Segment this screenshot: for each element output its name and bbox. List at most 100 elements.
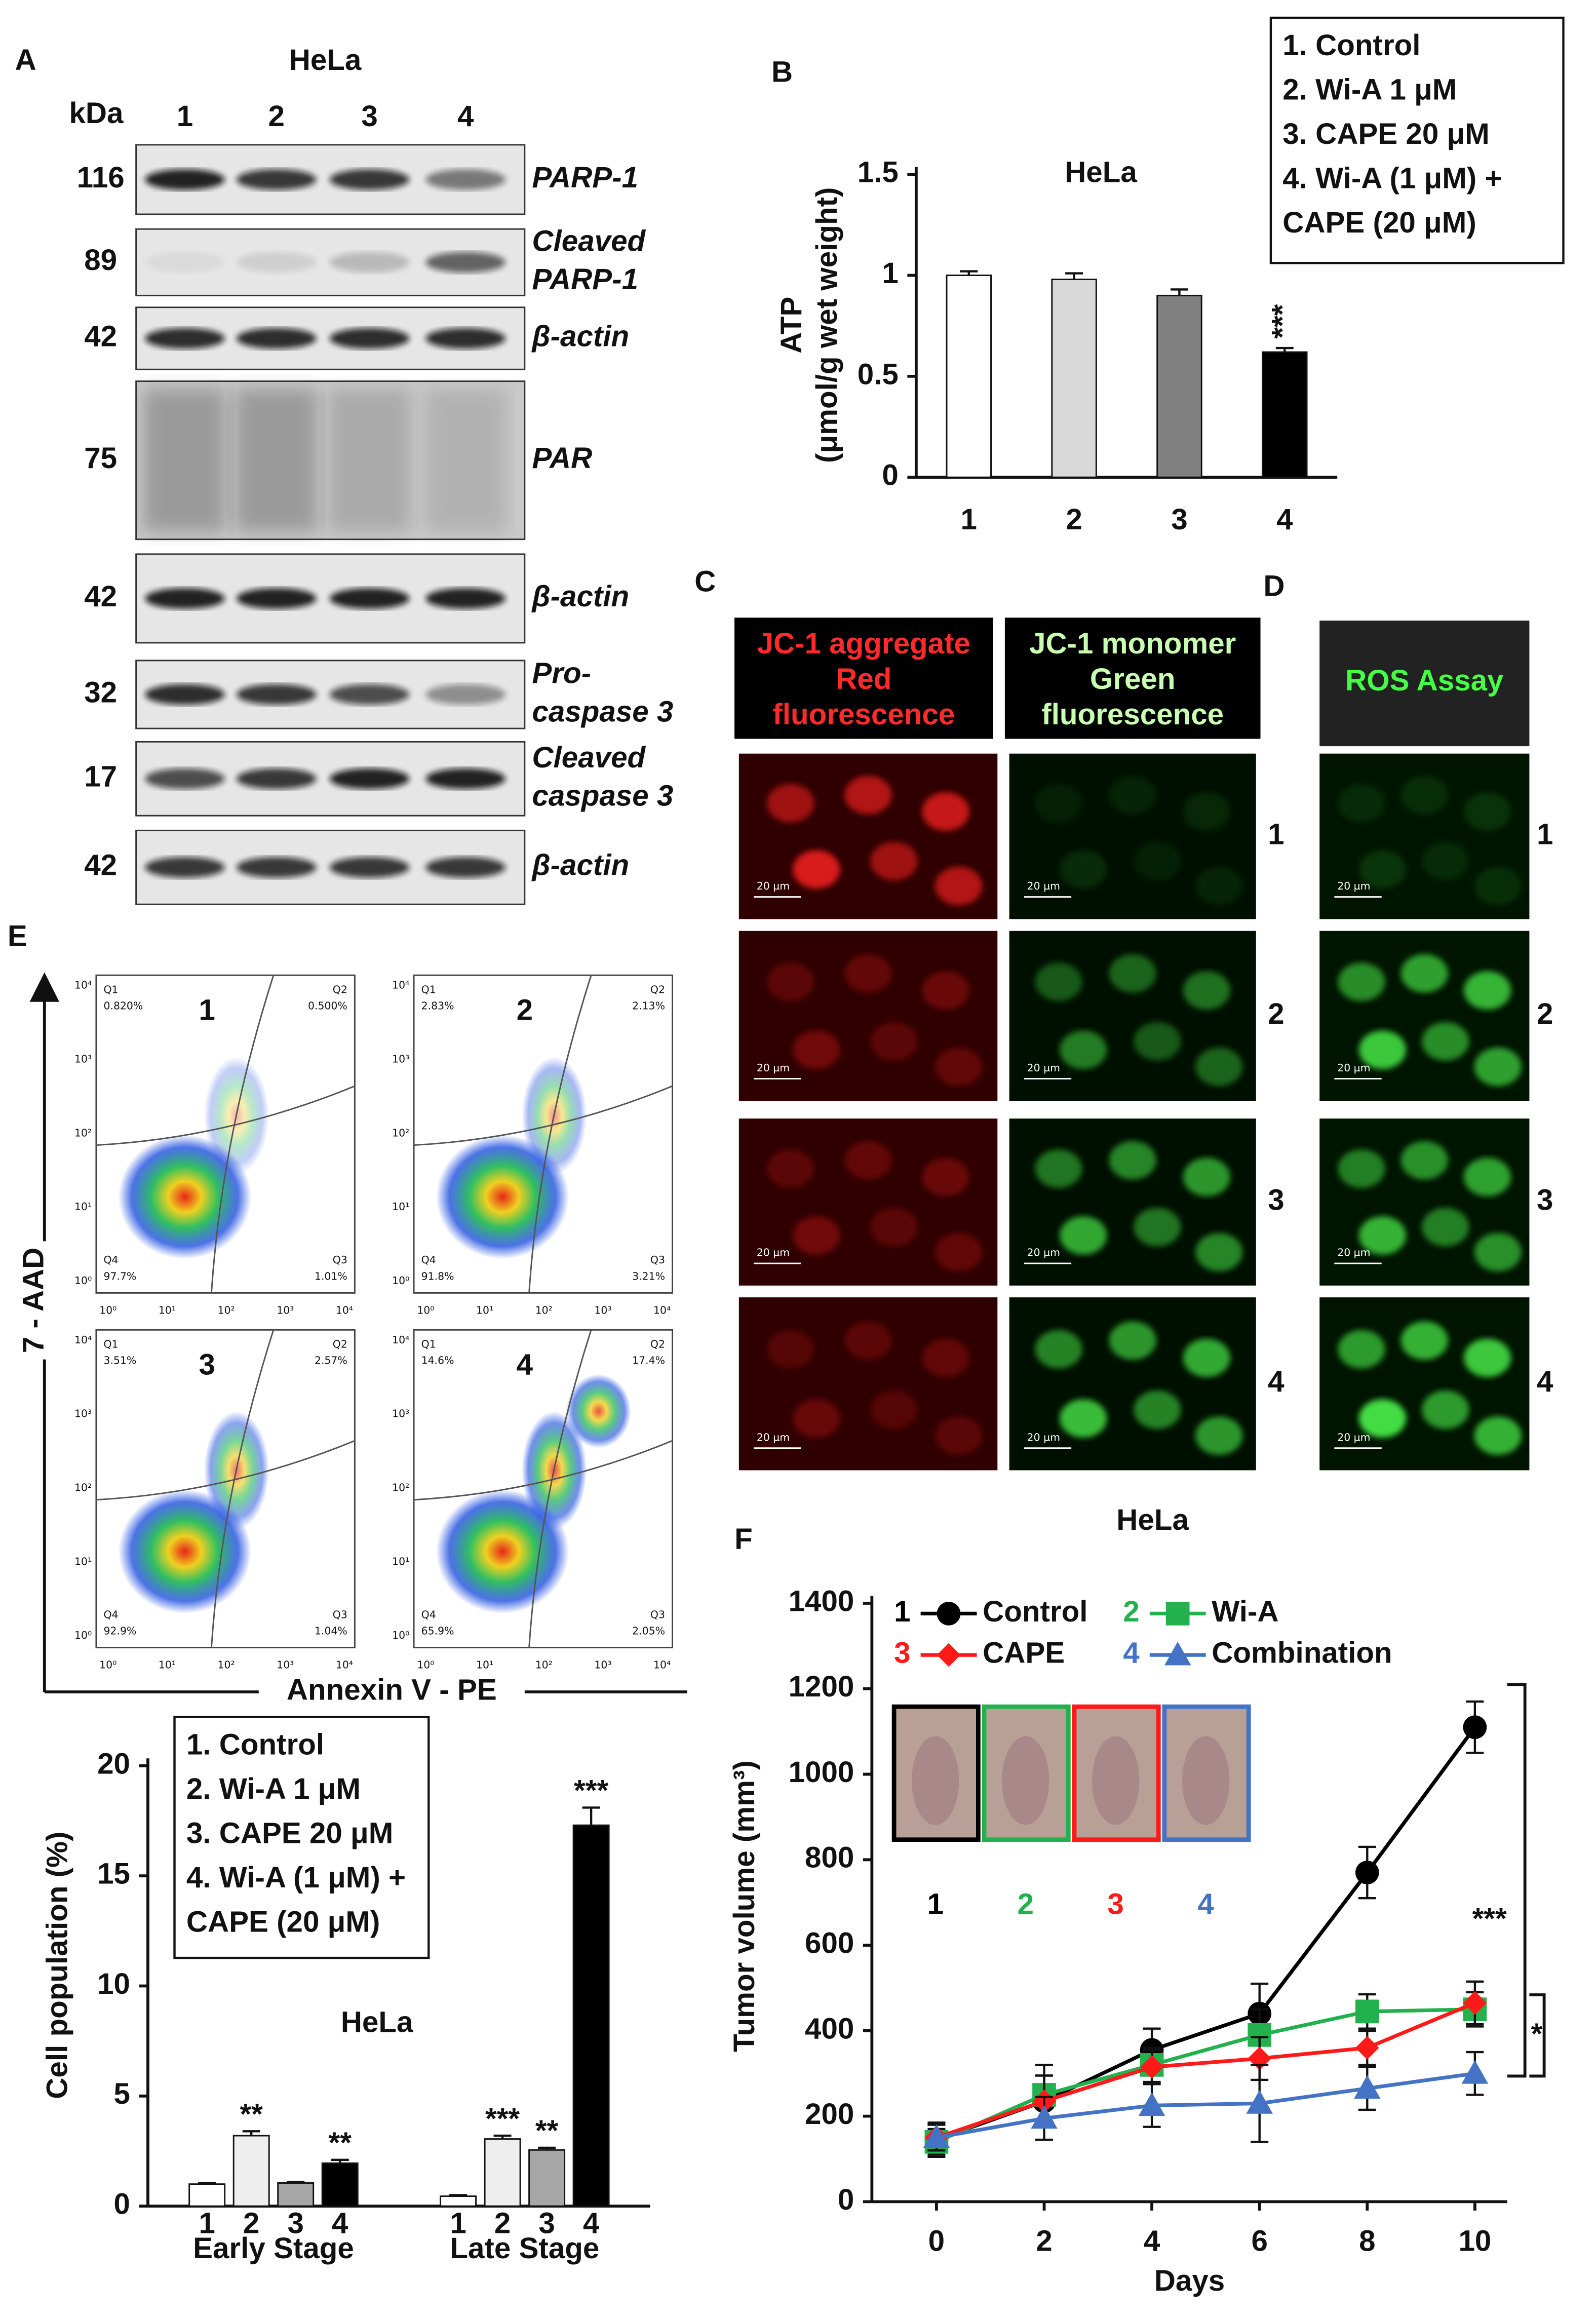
lane-label: 1 <box>199 2207 215 2239</box>
cell <box>1060 850 1107 889</box>
lane-label: 4 <box>583 2207 600 2239</box>
flow-y-tick: 10⁰ <box>74 1274 92 1287</box>
bar <box>321 2162 359 2207</box>
quadrant-value: 3.21% <box>632 1270 665 1282</box>
flow-x-tick: 10⁴ <box>653 1304 671 1316</box>
blot-band <box>145 169 225 190</box>
scale-bar-label: 20 µm <box>757 1431 790 1443</box>
blot-band <box>237 684 317 705</box>
bracket <box>1529 1993 1546 2078</box>
gate-line <box>210 975 275 1293</box>
panel-label: F <box>734 1523 753 1556</box>
cell <box>793 850 840 889</box>
flow-x-tick: 10⁰ <box>99 1304 116 1316</box>
legend-item: 3. CAPE 20 μM <box>1282 118 1489 150</box>
quadrant-value: 2.57% <box>315 1355 347 1367</box>
blot-band <box>425 588 505 609</box>
legend-item: 1. Control <box>186 1728 324 1761</box>
y-tick-label: 0.5 <box>858 358 899 391</box>
cell <box>844 954 892 993</box>
lane-label: 2 <box>494 2207 511 2239</box>
blot-label: β-actin <box>531 580 629 613</box>
quadrant-value: 1.01% <box>315 1270 347 1282</box>
bar <box>946 275 992 478</box>
scale-bar-label: 20 µm <box>1337 1431 1370 1443</box>
x-tick-label: 1 <box>961 503 977 536</box>
flow-y-tick: 10¹ <box>392 1555 409 1567</box>
gate-line <box>528 1329 592 1648</box>
lane-label: 3 <box>287 2207 303 2239</box>
quadrant-name: Q1 <box>103 983 118 995</box>
legend-marker <box>937 1602 961 1626</box>
flow-y-label: 7 - AAD <box>17 1248 50 1353</box>
cell <box>1109 1321 1156 1360</box>
label-bg <box>18 1241 51 1360</box>
point <box>1031 2105 1058 2129</box>
kda-label: 42 <box>84 320 117 353</box>
micro-header: Red <box>836 663 891 696</box>
y-tick-label: 0 <box>838 2183 854 2216</box>
cell <box>870 1208 918 1247</box>
cell <box>1183 1338 1231 1377</box>
cell <box>1035 1149 1082 1188</box>
micro-header: Green <box>1090 663 1176 696</box>
lane-label: 4 <box>332 2207 348 2239</box>
chart-title: HeLa <box>1065 156 1137 189</box>
flow-x-tick: 10⁴ <box>336 1304 353 1316</box>
cell <box>1195 867 1243 905</box>
header-box <box>734 617 993 739</box>
flow-y-tick: 10³ <box>74 1053 92 1065</box>
cell <box>935 1232 983 1271</box>
point <box>1355 1861 1379 1884</box>
legend-number: 4 <box>1123 1636 1140 1669</box>
y-axis-label: Tumor volume (mm³) <box>728 1760 761 2052</box>
flow-plot-label: 1 <box>199 994 215 1027</box>
legend-item: 3. CAPE 20 μM <box>186 1817 393 1849</box>
flow-x-tick: 10¹ <box>476 1659 493 1671</box>
bar <box>188 2183 226 2207</box>
quadrant-name: Q4 <box>103 1254 118 1266</box>
cell <box>1338 784 1385 823</box>
flow-x-tick: 10² <box>535 1659 553 1671</box>
significance: *** <box>1472 1903 1507 1936</box>
legend-item: 4. Wi-A (1 μM) + <box>186 1861 406 1894</box>
blot-smear <box>143 389 226 532</box>
photo-label: 2 <box>1017 1887 1033 1920</box>
significance: ** <box>240 2098 263 2131</box>
lane-label: 2 <box>243 2207 259 2239</box>
blot-band <box>145 328 225 349</box>
significance: ** <box>329 2127 352 2159</box>
scale-bar-label: 20 µm <box>1337 880 1370 892</box>
cell <box>1474 1232 1522 1271</box>
quadrant-value: 2.05% <box>632 1625 665 1637</box>
quadrant-name: Q3 <box>333 1254 347 1266</box>
quadrant-name: Q2 <box>333 1338 347 1350</box>
quadrant-value: 3.51% <box>103 1355 136 1367</box>
quadrant-name: Q1 <box>103 1338 118 1350</box>
x-tick-label: 10 <box>1458 2224 1491 2257</box>
cell <box>844 776 892 815</box>
quadrant-name: Q2 <box>333 983 347 995</box>
kda-label: 75 <box>84 442 117 475</box>
row-label: 1 <box>1268 818 1284 851</box>
cell <box>1463 971 1511 1010</box>
flow-x-label: Annexin V - PE <box>287 1673 497 1706</box>
row-label: 1 <box>1537 818 1553 851</box>
flow-plot-label: 3 <box>199 1348 215 1381</box>
legend-item: 1. Control <box>1282 29 1420 62</box>
blot-smear <box>328 389 411 532</box>
x-tick-label: 8 <box>1359 2224 1375 2257</box>
legend-label: Combination <box>1212 1636 1392 1669</box>
gate-line <box>413 1440 673 1501</box>
flow-x-tick: 10³ <box>594 1659 611 1671</box>
cell <box>1338 1330 1385 1369</box>
mouse <box>1182 1736 1230 1825</box>
blot-band <box>329 588 410 609</box>
photo-label: 1 <box>927 1887 944 1920</box>
y-tick-label: 1400 <box>789 1585 854 1617</box>
lane-label: 3 <box>538 2207 555 2239</box>
x-tick-label: 0 <box>928 2224 945 2257</box>
legend-item: 2. Wi-A 1 μM <box>186 1772 361 1805</box>
quadrant-name: Q4 <box>421 1254 436 1266</box>
